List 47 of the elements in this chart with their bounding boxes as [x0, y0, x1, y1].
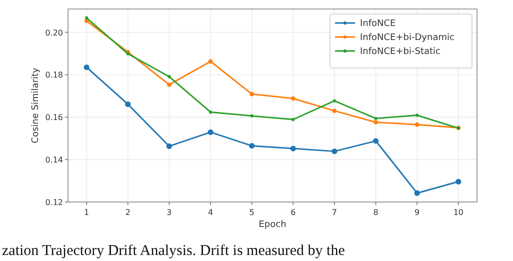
point [292, 118, 295, 122]
y-tick-label: 0.20 [45, 28, 63, 38]
x-tick-label: 1 [84, 208, 90, 217]
point [414, 190, 420, 196]
point [167, 82, 172, 87]
point [332, 108, 337, 113]
point [168, 75, 171, 78]
y-tick-label: 0.18 [45, 70, 63, 80]
point [84, 64, 90, 70]
y-tick-label: 0.14 [45, 156, 63, 165]
point [456, 178, 462, 184]
x-axis-title: Epoch [258, 220, 286, 230]
point [332, 148, 338, 154]
x-tick-label: 9 [414, 208, 420, 217]
point [208, 59, 213, 64]
y-tick-label: 0.16 [45, 113, 63, 122]
point [166, 143, 172, 150]
point [415, 114, 419, 117]
point [290, 146, 296, 152]
x-tick-label: 4 [208, 208, 214, 217]
y-axis-title: Cosine Similarity [31, 67, 41, 144]
point [125, 101, 131, 108]
point [332, 99, 336, 102]
x-tick-label: 7 [332, 208, 338, 217]
y-tick-label: 0.12 [45, 198, 63, 207]
point [126, 52, 130, 56]
x-tick-label: 2 [125, 208, 130, 217]
point [208, 129, 214, 136]
point [208, 110, 212, 114]
x-tick-label: 10 [453, 208, 464, 217]
legend-label: InfoNCE+bi-Static [360, 47, 441, 57]
point [414, 122, 420, 127]
point [250, 114, 254, 118]
x-tick-label: 3 [166, 208, 172, 217]
point [374, 116, 378, 120]
x-tick-label: 8 [373, 208, 378, 217]
point [250, 92, 254, 96]
legend-label: InfoNCE+bi-Dynamic [360, 33, 454, 43]
x-tick-label: 6 [290, 208, 296, 217]
point [290, 96, 296, 101]
point [372, 138, 379, 144]
point [249, 142, 255, 149]
x-tick-label: 5 [249, 208, 254, 217]
text: zation Trajectory Drift Analysis. Drift is measured by the [2, 243, 346, 259]
point [84, 16, 88, 20]
point [374, 120, 378, 124]
legend-label: InfoNCE [360, 19, 396, 29]
